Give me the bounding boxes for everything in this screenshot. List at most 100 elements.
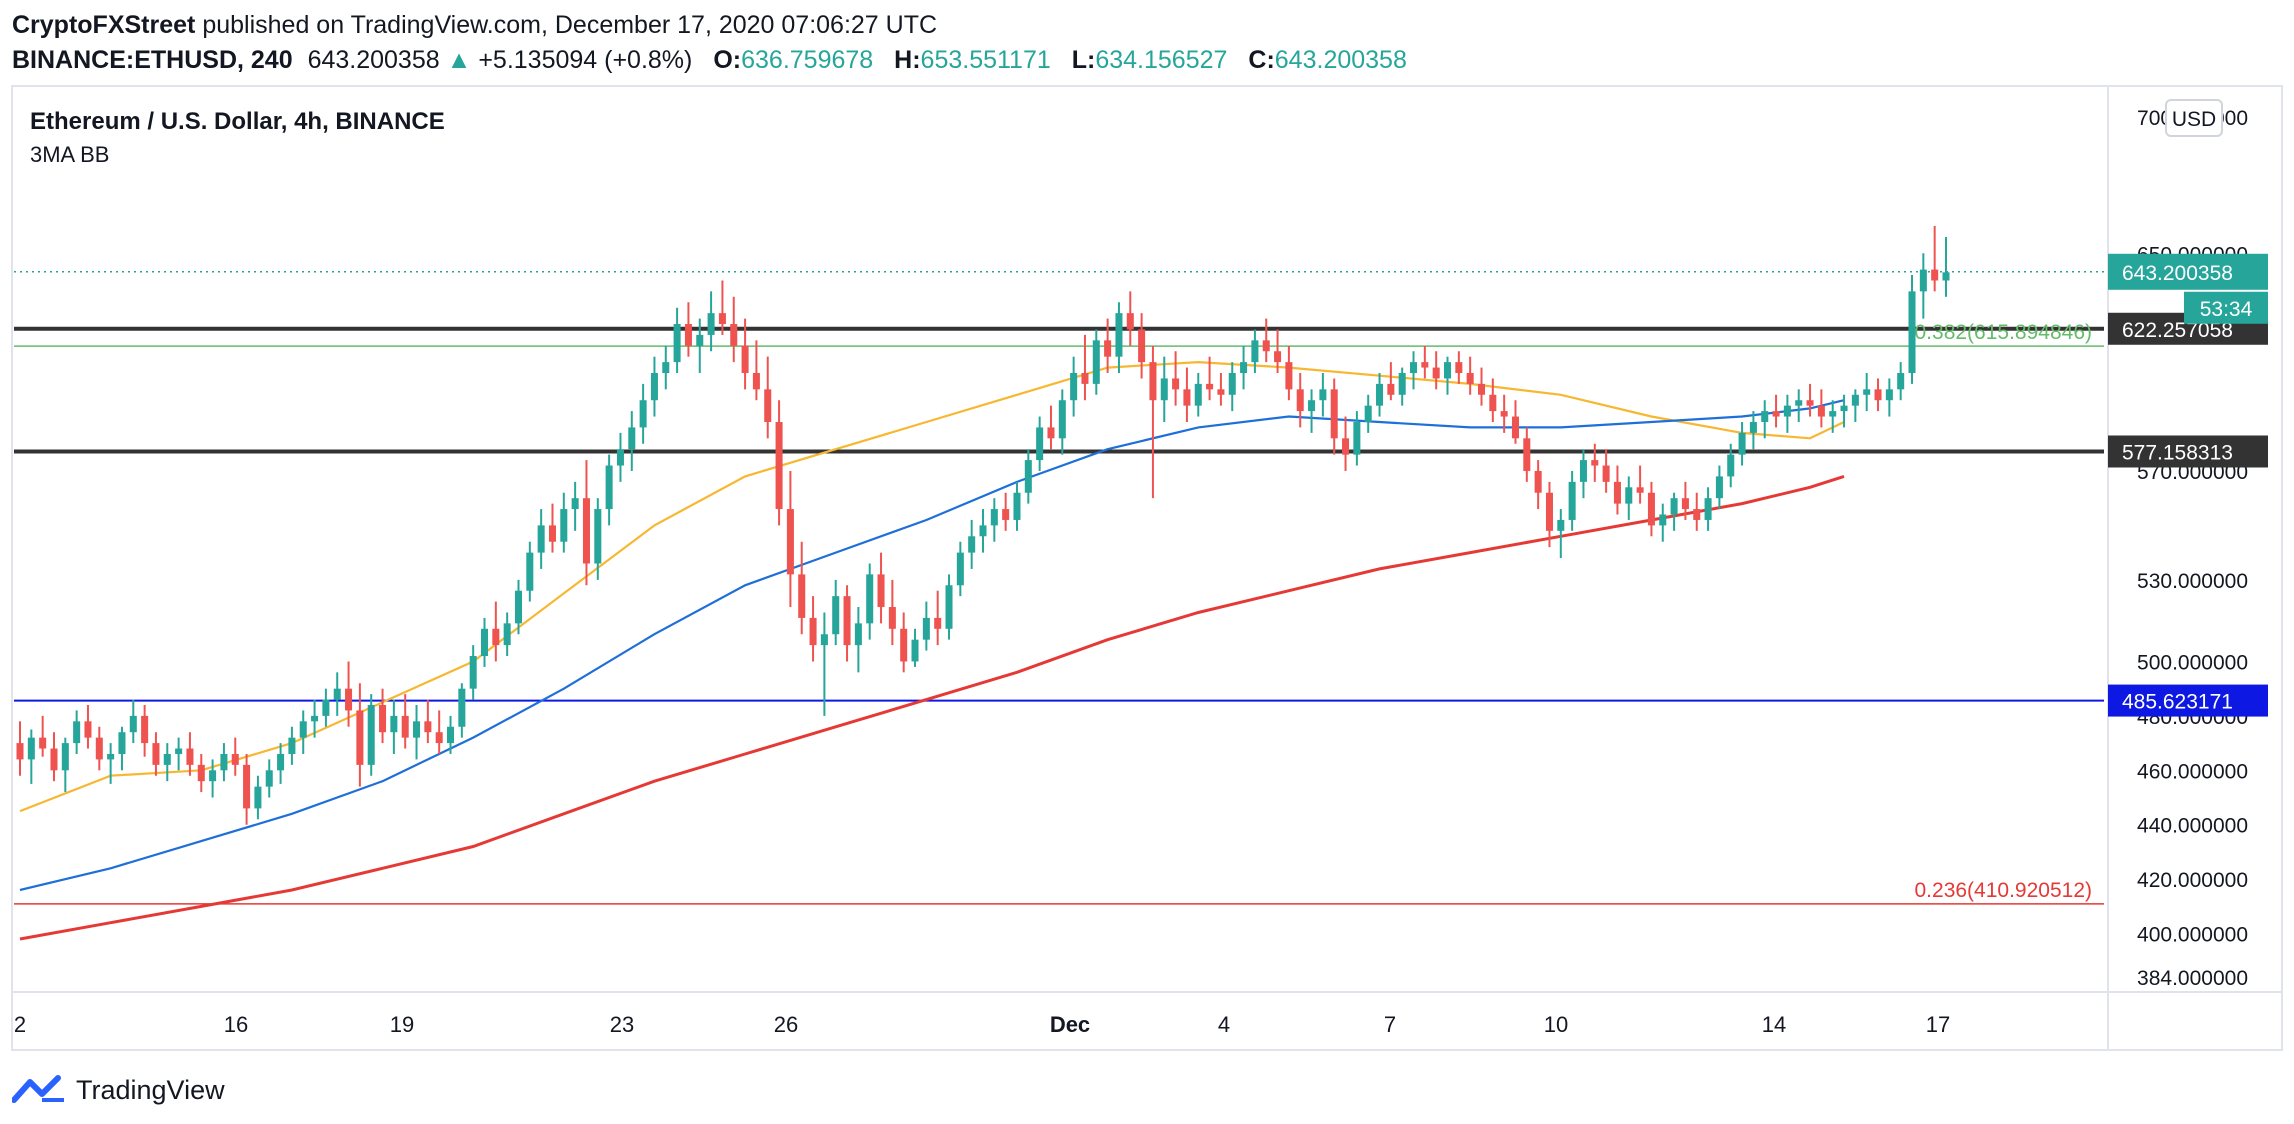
candle [1681, 481, 1689, 520]
candle-body [1217, 389, 1225, 395]
candle [243, 753, 251, 825]
candle-body [1387, 383, 1395, 395]
publisher-name[interactable]: CryptoFXStreet [12, 11, 196, 39]
candle-body [1602, 465, 1610, 482]
candle [1534, 460, 1542, 510]
candle-body [1149, 362, 1157, 401]
candle [163, 743, 171, 782]
candle [571, 481, 579, 531]
candle-body [1398, 373, 1406, 395]
candle-body [1511, 416, 1519, 439]
candle-body [333, 688, 341, 700]
candle [345, 661, 353, 727]
candle-body [1795, 400, 1803, 406]
candle [594, 498, 602, 580]
candle-body [16, 743, 24, 760]
candle [1319, 373, 1327, 417]
candle-body [639, 400, 647, 428]
candle [447, 715, 455, 754]
candle-body [1591, 460, 1599, 466]
candle [1206, 356, 1214, 401]
support-price-tag [2108, 435, 2268, 468]
open-value: 636.759678 [741, 46, 874, 74]
candle-body [118, 732, 126, 754]
candle [220, 743, 228, 782]
candle-body [209, 770, 217, 782]
candle-body [1897, 373, 1905, 390]
candle-body [322, 699, 330, 716]
candle [413, 704, 421, 760]
candle-body [1659, 514, 1667, 526]
candle [1602, 449, 1610, 493]
candle [1240, 345, 1248, 390]
candle [1613, 465, 1621, 515]
candle-body [866, 574, 874, 624]
candle [175, 737, 183, 771]
candle [560, 492, 568, 553]
candle [1330, 378, 1338, 455]
last-price: 643.200358 [307, 46, 440, 74]
support-blue-price-tag [2108, 684, 2268, 717]
candle [435, 710, 443, 754]
candle [707, 291, 715, 352]
candle [27, 729, 35, 784]
candle [605, 454, 613, 526]
candle-body [956, 552, 964, 586]
candle-body [1036, 427, 1044, 461]
candle-body [1557, 519, 1565, 531]
candle-body [1840, 405, 1848, 412]
candle-body [526, 552, 534, 591]
candle-body [73, 721, 81, 744]
candle-body [1342, 438, 1350, 455]
candle [684, 302, 692, 357]
candle-body [197, 764, 205, 782]
last-price-text: 643.200358 [2122, 262, 2233, 285]
candle [866, 563, 874, 640]
candle [197, 753, 205, 793]
time-axis[interactable]: 2 16 19 23 26 Dec 4 7 10 14 17 [14, 1012, 1950, 1037]
horizontal-lines: 0.382(615.894846) 0.236(410.920512) [14, 271, 2104, 905]
chart-title: Ethereum / U.S. Dollar, 4h, BINANCE [30, 108, 445, 135]
candle [254, 775, 262, 820]
candle-body [582, 498, 590, 564]
candle-body [413, 721, 421, 738]
price-tick-label: 420.000000 [2137, 869, 2248, 892]
candle [1806, 383, 1814, 417]
indicator-label[interactable]: 3MA BB [30, 142, 109, 167]
candle [265, 759, 273, 798]
moving-average-1 [19, 360, 1845, 813]
close-label: C: [1248, 46, 1275, 74]
candle [752, 340, 760, 401]
candle-body [786, 509, 794, 575]
candle [1285, 345, 1293, 401]
candle-body [231, 753, 239, 765]
candle-body [401, 715, 409, 738]
candle [129, 699, 137, 744]
candle-body [1466, 373, 1474, 384]
candle-body [1523, 438, 1531, 471]
quote-line: BINANCE:ETHUSD, 240 643.200358 ▲ +5.1350… [12, 43, 1407, 78]
candle [900, 612, 908, 673]
currency-box[interactable] [2165, 99, 2223, 137]
candle-body [764, 389, 772, 422]
candle-body [1070, 373, 1078, 401]
candle [1092, 329, 1100, 395]
candle [1183, 367, 1191, 422]
candle [809, 596, 817, 662]
currency-label: USD [2172, 108, 2216, 131]
candle-body [798, 574, 806, 618]
candle [628, 411, 636, 471]
candle [1851, 389, 1859, 422]
candle-body [1500, 411, 1508, 417]
candle [401, 694, 409, 749]
candle [61, 737, 69, 793]
candle [990, 498, 998, 542]
candle-body [1908, 291, 1916, 374]
candle [548, 503, 556, 553]
price-axis[interactable]: 700.000000650.000000570.000000530.000000… [2137, 107, 2248, 990]
candle [356, 683, 364, 787]
candle [16, 721, 24, 776]
footer-brand[interactable]: TradingView [76, 1074, 225, 1105]
candle [1919, 253, 1927, 319]
